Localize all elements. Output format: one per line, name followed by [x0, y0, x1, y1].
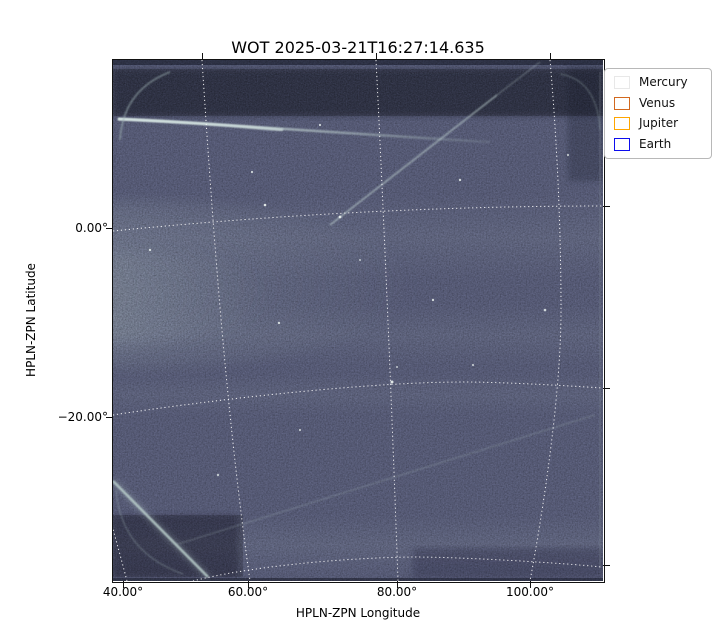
legend-item-mercury: Mercury	[614, 75, 703, 90]
y-tick-right	[603, 565, 610, 567]
legend-item-earth: Earth	[614, 137, 703, 152]
y-tick	[106, 228, 113, 230]
y-tick	[106, 417, 113, 419]
sky-image-panel	[113, 60, 603, 581]
grid-lat-0	[113, 205, 603, 232]
x-tick	[530, 581, 532, 588]
y-tick-right	[603, 206, 610, 208]
grid-lon-100	[529, 60, 562, 581]
x-tick-top	[550, 53, 552, 60]
y-tick-label-neg20: −20.00°	[57, 410, 108, 424]
y-axis-label: HPLN-ZPN Latitude	[24, 263, 38, 377]
x-tick-label-100: 100.00°	[506, 585, 554, 599]
grid-lon-80	[375, 60, 399, 581]
faint-diagonal-trail	[174, 414, 596, 546]
corner-arc-bottom-left	[115, 489, 184, 575]
x-tick	[248, 581, 250, 588]
earth-swatch-icon	[614, 137, 630, 151]
x-tick-label-40: 40.00°	[102, 585, 144, 599]
x-tick-label-60: 60.00°	[227, 585, 269, 599]
x-tick-top	[202, 53, 204, 60]
x-tick	[123, 581, 125, 588]
corner-arc-top-left	[119, 71, 171, 141]
streaks	[113, 61, 601, 580]
x-tick-top	[376, 53, 378, 60]
jupiter-swatch-icon	[614, 117, 630, 130]
venus-swatch-icon	[614, 96, 630, 110]
sky-image	[113, 60, 603, 581]
legend: Mercury Venus Jupiter Earth	[604, 68, 712, 159]
legend-item-jupiter: Jupiter	[614, 116, 703, 131]
mercury-swatch-icon	[614, 76, 630, 89]
legend-label: Jupiter	[639, 116, 679, 130]
legend-label: Venus	[639, 95, 676, 110]
stars	[148, 123, 570, 477]
coordinate-grid	[113, 60, 603, 581]
legend-label: Mercury	[639, 75, 688, 89]
grid-lon-60	[201, 60, 251, 581]
x-axis-label: HPLN-ZPN Longitude	[295, 606, 421, 620]
diagonal-trail	[329, 94, 498, 226]
x-tick-label-80: 80.00°	[376, 585, 418, 599]
y-tick-label-0: 0.00°	[75, 221, 108, 235]
plot-title: WOT 2025-03-21T16:27:14.635	[231, 38, 485, 57]
bright-edge-rows	[113, 65, 602, 578]
corner-arc-top-right	[559, 73, 601, 131]
y-tick-right	[603, 388, 610, 390]
legend-label: Earth	[639, 136, 672, 151]
diagonal-trail-upper	[496, 61, 541, 96]
x-tick	[397, 581, 399, 588]
legend-item-venus: Venus	[614, 96, 703, 111]
grid-lat-neg20	[113, 381, 603, 416]
